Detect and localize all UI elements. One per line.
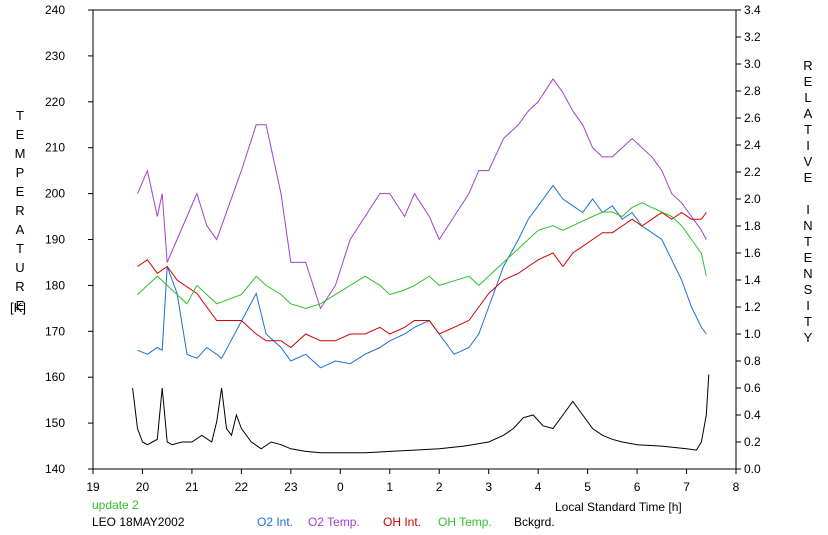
right-tick-label: 0.8 [744, 354, 761, 368]
right-tick-label: 2.2 [744, 165, 761, 179]
right-tick-label: 2.4 [744, 138, 761, 152]
x-tick-label: 0 [337, 480, 344, 494]
legend-item: Bckgrd. [514, 515, 555, 529]
plot-frame [92, 9, 737, 470]
x-tick-label: 22 [235, 480, 249, 494]
axis-label-letter: I [806, 298, 810, 313]
left-tick-label: 150 [45, 416, 65, 430]
axis-label-letter: L [804, 90, 811, 105]
left-tick-label: 220 [45, 95, 65, 109]
series-line-0 [137, 184, 707, 369]
axis-label-letter: U [15, 260, 24, 275]
right-tick-label: 2.8 [744, 84, 761, 98]
site-date-note: LEO 18MAY2002 [92, 515, 185, 529]
left-tick-label: 210 [45, 141, 65, 155]
right-axis-ticks: 0.0 0.2 0.4 0.6 0.8 1.0 1.2 1.4 1.6 1.8 2.0 2.2 2.4 2… [736, 3, 761, 476]
x-tick-label: 6 [634, 480, 641, 494]
x-tick-label: 21 [185, 480, 199, 494]
right-tick-label: 1.0 [744, 327, 761, 341]
right-tick-label: 3.2 [744, 30, 761, 44]
axis-label-letter: P [16, 165, 25, 180]
axis-label-letter: N [803, 266, 812, 281]
axis-label-letter: M [15, 146, 26, 161]
series-line-3 [137, 202, 707, 309]
axis-label-letter: T [16, 108, 24, 123]
x-tick-label: 3 [485, 480, 492, 494]
right-tick-label: 3.0 [744, 57, 761, 71]
left-tick-label: 240 [45, 3, 65, 17]
axis-label-letter: E [804, 74, 813, 89]
right-tick-label: 1.8 [744, 219, 761, 233]
axis-label-letter: T [804, 122, 812, 137]
x-axis-label: Local Standard Time [h] [555, 500, 682, 514]
axis-label-letter: Y [804, 330, 813, 345]
axis-label-letter: E [16, 127, 25, 142]
x-tick-label: 4 [535, 480, 542, 494]
axis-label-letter: A [16, 222, 25, 237]
left-tick-label: 140 [45, 462, 65, 476]
right-tick-label: 3.4 [744, 3, 761, 17]
x-tick-label: 2 [436, 480, 443, 494]
axis-label-letter: E [16, 298, 25, 313]
right-tick-label: 0.4 [744, 408, 761, 422]
update-note: update 2 [92, 498, 139, 512]
x-axis-ticks: 19 20 21 22 23 0 1 2 3 4 5 6 7 8 [86, 469, 740, 494]
left-tick-label: 190 [45, 233, 65, 247]
axis-label-letter: T [16, 241, 24, 256]
axis-label-letter: T [804, 314, 812, 329]
legend-item: OH Int. [383, 515, 421, 529]
x-tick-label: 8 [733, 480, 740, 494]
axis-label-letter: E [804, 250, 813, 265]
axis-label-letter: I [806, 138, 810, 153]
axis-label-letter: N [803, 218, 812, 233]
right-tick-label: 1.2 [744, 300, 761, 314]
axis-label-letter: V [804, 154, 813, 169]
axis-label-letter: S [804, 282, 813, 297]
right-tick-label: 0.2 [744, 435, 761, 449]
legend-item: O2 Int. [257, 515, 293, 529]
right-tick-label: 1.6 [744, 246, 761, 260]
axis-label-letter: R [15, 279, 24, 294]
x-tick-label: 19 [86, 480, 100, 494]
right-tick-label: 1.4 [744, 273, 761, 287]
series-line-2 [137, 211, 707, 349]
x-tick-label: 20 [136, 480, 150, 494]
series-layer [132, 78, 710, 454]
legend-item: O2 Temp. [308, 515, 360, 529]
axis-label-letter: T [804, 234, 812, 249]
left-tick-label: 180 [45, 278, 65, 292]
x-tick-label: 7 [683, 480, 690, 494]
series-line-1 [137, 78, 707, 310]
left-tick-label: 230 [45, 49, 65, 63]
left-tick-label: 200 [45, 187, 65, 201]
legend-item: OH Temp. [438, 515, 492, 529]
x-tick-label: 23 [284, 480, 298, 494]
left-axis-unit: [K] [10, 300, 26, 315]
axis-label-letter: R [15, 203, 24, 218]
axis-label-letter: I [806, 202, 810, 217]
axis-label-letter: R [803, 58, 812, 73]
x-tick-label: 1 [386, 480, 393, 494]
series-line-4 [132, 374, 710, 454]
x-tick-label: 5 [584, 480, 591, 494]
axis-label-letter: A [804, 106, 813, 121]
axis-label-letter: E [16, 184, 25, 199]
right-tick-label: 0.0 [744, 462, 761, 476]
right-tick-label: 0.6 [744, 381, 761, 395]
legend: O2 Int. O2 Temp. OH Int. OH Temp. Bckgrd. [257, 515, 555, 529]
left-axis-ticks: 140 150 160 170 180 190 200 210 220 230 240 [45, 3, 93, 476]
left-tick-label: 170 [45, 324, 65, 338]
left-tick-label: 160 [45, 370, 65, 384]
right-tick-label: 2.6 [744, 111, 761, 125]
right-tick-label: 2.0 [744, 192, 761, 206]
axis-label-letter: E [804, 170, 813, 185]
